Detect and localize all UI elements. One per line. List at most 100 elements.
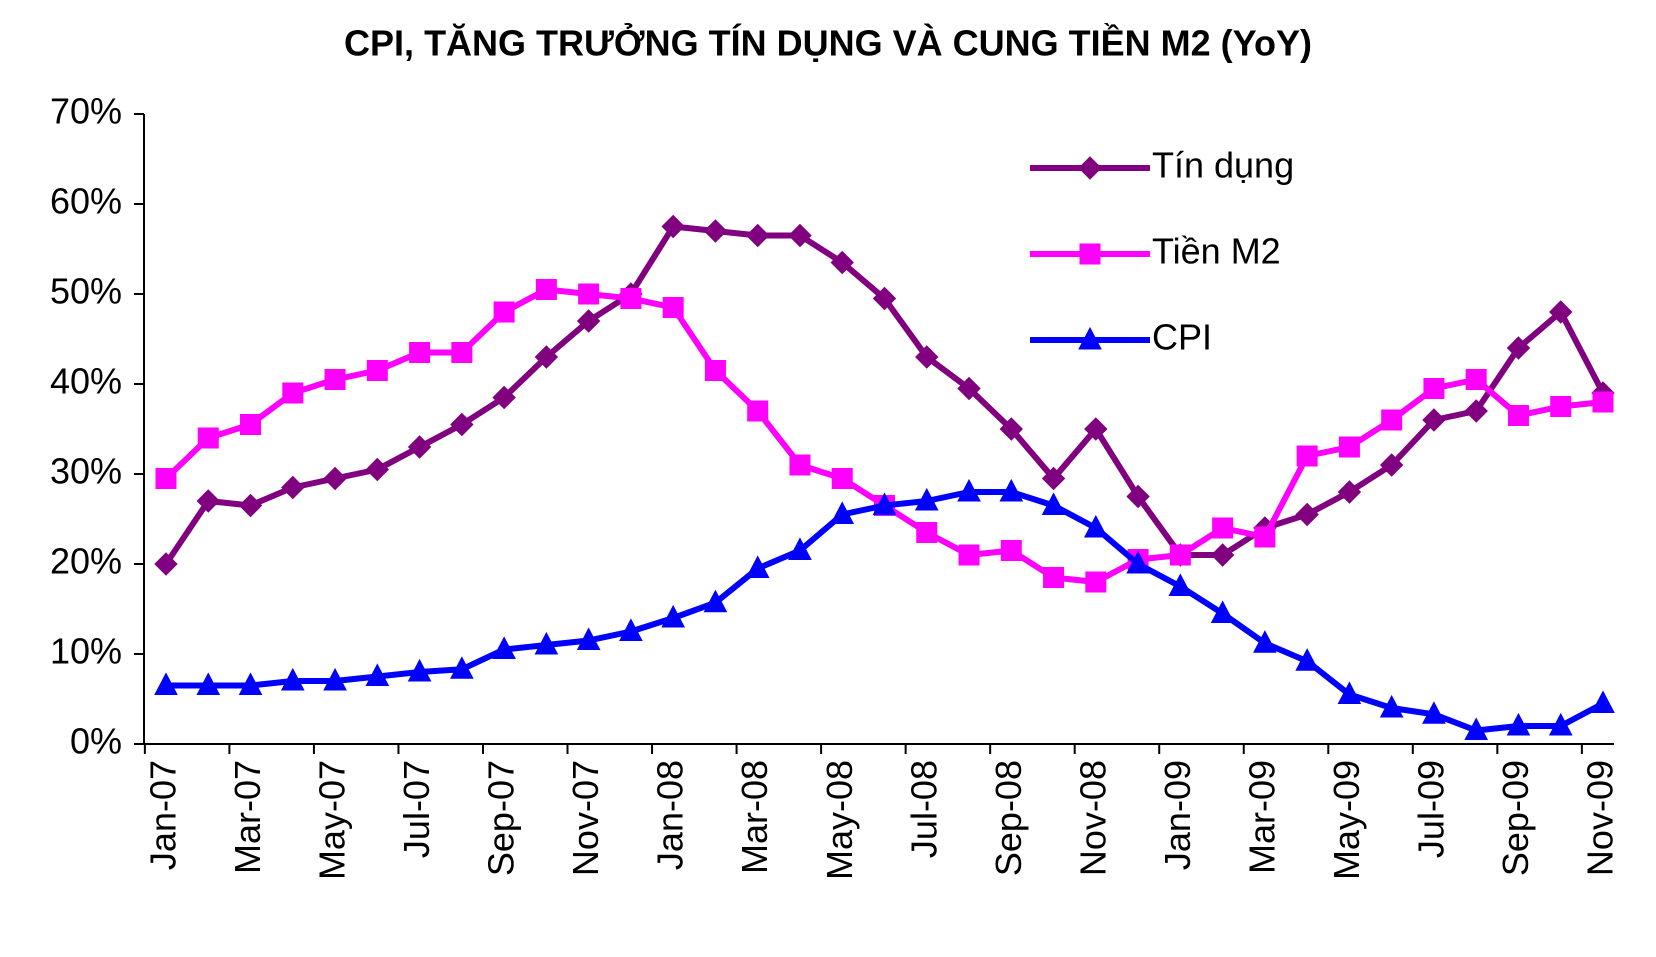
point [1550,396,1572,417]
point [1592,391,1614,413]
point [1126,550,1150,574]
point [1296,445,1318,467]
y-tick-label: 30% [50,451,122,492]
x-tick-label: May-07 [312,760,353,880]
series-line [166,489,1605,734]
point [957,478,981,502]
point [703,589,728,613]
legend-label: Tiền M2 [1152,231,1281,272]
x-tick-label: Jul-08 [903,760,944,858]
point [196,489,220,513]
point [661,604,686,628]
point [831,468,853,489]
point [365,457,390,482]
point [1254,526,1276,548]
point [493,301,515,323]
point [238,493,263,518]
point [704,360,726,381]
point [534,345,559,369]
point [703,219,728,243]
point [915,345,939,369]
point [407,435,432,459]
point [407,658,432,682]
y-tick-label: 70% [50,91,122,132]
point [578,283,600,305]
y-tick-label: 20% [50,541,122,582]
x-tick-label: Sep-09 [1495,760,1536,876]
chart-title: CPI, TĂNG TRƯỞNG TÍN DỤNG VÀ CUNG TIỀN M… [344,22,1312,64]
y-tick-label: 50% [50,271,122,312]
point [1464,399,1488,423]
x-tick-label: Jan-09 [1157,760,1198,870]
point [576,627,601,650]
point [365,663,390,686]
point [409,342,431,363]
point [1041,466,1066,491]
point [1295,502,1319,527]
point [788,223,812,248]
point [1422,408,1446,432]
point [1043,567,1065,588]
point [282,382,304,404]
point [1507,405,1529,426]
point [1464,717,1489,740]
point [745,555,770,578]
x-tick-label: Jul-09 [1410,760,1451,858]
point [1041,492,1066,515]
x-tick-label: Nov-07 [565,760,606,876]
point [1465,369,1487,390]
point [1295,648,1319,671]
point [1126,484,1150,509]
point [619,618,643,641]
point [788,537,812,560]
point [1379,453,1404,477]
x-tick-label: Jan-08 [650,760,691,870]
point [872,492,897,515]
series-line [163,286,1604,585]
point [1000,540,1022,561]
point [155,468,177,489]
point [323,667,347,691]
point [366,360,388,381]
point [1337,681,1362,704]
point [872,286,897,311]
point [1506,712,1531,736]
y-tick-label: 40% [50,361,122,402]
point [1253,630,1277,653]
point [662,297,684,318]
point [324,369,346,390]
legend-marker [1078,326,1102,350]
legend-label: CPI [1152,317,1212,358]
point [620,288,642,309]
point [916,522,938,543]
point [1423,378,1445,399]
point [1084,417,1108,441]
point [830,250,854,275]
legend-marker [1079,243,1101,265]
point [1169,544,1191,566]
point [492,636,516,659]
point [1379,694,1404,718]
point [450,656,474,679]
point [661,214,685,239]
point [1506,336,1531,360]
point [154,552,178,576]
x-tick-label: Mar-07 [227,760,268,874]
point [492,385,516,410]
point [1381,409,1403,431]
point [154,672,178,695]
point [999,417,1024,441]
point [1548,712,1573,736]
point [957,376,981,401]
point [238,672,263,695]
point [1083,514,1108,538]
x-tick-label: Nov-08 [1072,760,1113,876]
point [747,400,769,422]
point [789,454,811,476]
x-tick-label: Mar-08 [734,760,775,874]
point [745,223,770,248]
y-tick-label: 10% [50,631,122,672]
point [999,478,1024,502]
point [323,466,347,491]
